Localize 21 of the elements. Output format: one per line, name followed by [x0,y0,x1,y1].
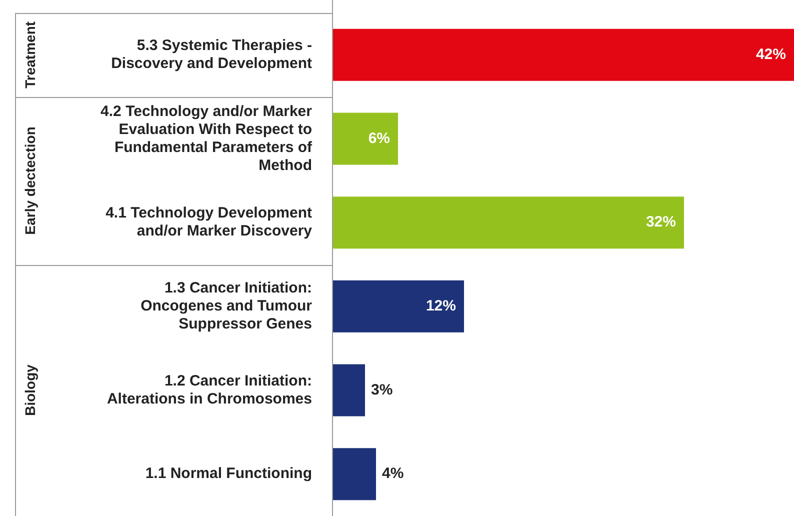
bar [332,364,365,416]
bar [332,448,376,500]
data-label: 42% [756,46,786,64]
y-tick-label: 4.2 Technology and/or Marker Evaluation With Respect to Fundamental Parameters of Method [100,102,313,174]
data-label: 12% [426,298,456,315]
data-label: 3% [371,381,393,398]
data-label: 32% [646,214,676,231]
text: Early dectection [22,126,38,235]
data-label: 4% [382,465,404,482]
bar [332,280,464,332]
y-tick-label: 1.3 Cancer Initiation: Oncogenes and Tumour Suppressor Genes [140,280,312,333]
data-label: 6% [368,130,390,147]
bar [332,28,794,81]
y-tick-label: 1.1 Normal Functioning [145,465,312,482]
text: Biology [22,364,38,416]
y-tick-label: 1.2 Cancer Initiation: Alterations in Chromosomes [106,372,312,408]
bar [332,112,398,165]
bar [332,196,684,249]
y-tick-label: 5.3 Systemic Therapies - Discovery and Development [111,37,312,72]
y-tick-label: 4.1 Technology Development and/or Marker Discovery [106,204,313,240]
text: Treatment [22,21,38,88]
